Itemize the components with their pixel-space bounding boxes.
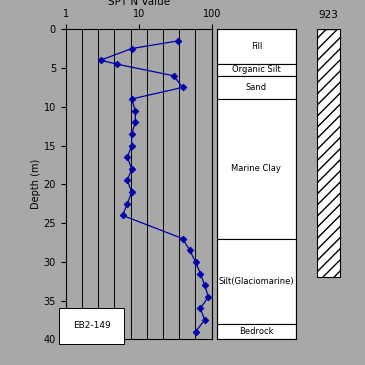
Bar [217,64,296,76]
Text: Marine Clay: Marine Clay [231,164,281,173]
Text: Sand: Sand [246,83,267,92]
Y-axis label: Depth (m): Depth (m) [31,159,41,210]
Text: Fill: Fill [251,42,262,51]
Bar [217,29,296,64]
Text: Organic Silt: Organic Silt [232,65,281,74]
Bar [217,76,296,99]
Text: Silt(Glaciomarine): Silt(Glaciomarine) [219,277,294,286]
Bar [217,324,296,339]
Bar [317,29,340,277]
Text: 923: 923 [319,10,338,20]
Bar [217,239,296,324]
Bar [217,99,296,239]
Text: EB2-149: EB2-149 [73,321,111,330]
Text: Bedrock: Bedrock [239,327,274,336]
Title: SPT N Value: SPT N Value [108,0,170,7]
